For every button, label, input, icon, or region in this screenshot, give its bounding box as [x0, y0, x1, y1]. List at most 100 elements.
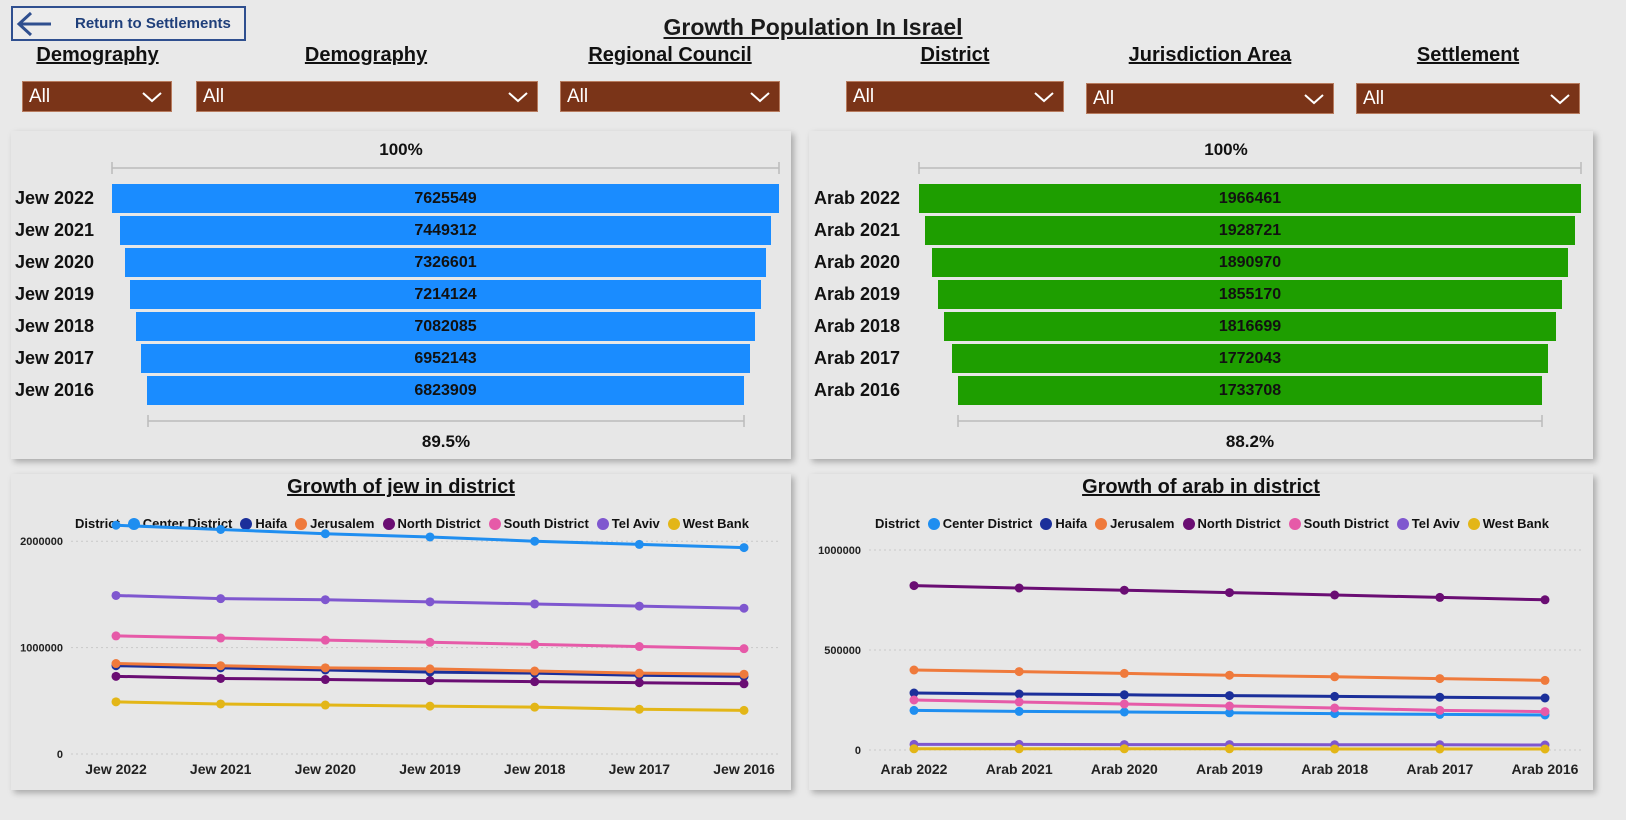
funnel-bar-value: 1966461: [1218, 189, 1282, 207]
data-point: [216, 661, 226, 671]
data-point: [1014, 689, 1024, 699]
legend-item[interactable]: North District: [1179, 516, 1281, 531]
data-point: [320, 675, 330, 685]
data-point: [739, 679, 749, 689]
data-point: [1435, 744, 1445, 754]
jurisdiction-area-dropdown[interactable]: All: [1086, 83, 1334, 114]
legend-item[interactable]: South District: [1285, 516, 1389, 531]
x-tick-label: Jew 2022: [85, 761, 147, 777]
data-point: [1330, 703, 1340, 713]
arrow-left-icon: [16, 11, 51, 36]
legend-item[interactable]: South District: [485, 516, 589, 531]
funnel-bar[interactable]: 7449312: [119, 216, 772, 245]
legend-label: North District: [1197, 516, 1281, 531]
funnel-row-label: Jew 2016: [15, 380, 95, 400]
data-point: [1119, 699, 1129, 709]
legend-item[interactable]: Haifa: [236, 516, 287, 531]
return-to-settlements-button[interactable]: Return to Settlements: [11, 6, 246, 41]
funnel-row-label: Arab 2020: [814, 252, 901, 272]
chart-title: Growth of jew in district: [287, 476, 515, 498]
district-dropdown[interactable]: All: [846, 81, 1064, 112]
funnel-bottom-percent: 89.5%: [421, 432, 471, 451]
funnel-row-label: Arab 2018: [814, 316, 901, 336]
legend-label: Jerusalem: [1110, 516, 1175, 531]
data-point: [1330, 691, 1340, 701]
x-tick-label: Arab 2016: [1512, 761, 1579, 777]
legend-label: North District: [397, 516, 481, 531]
funnel-bar[interactable]: 1816699: [944, 312, 1556, 341]
funnel-panel-jew: 100% 89.5% Jew 2022 7625549 Jew 2021 744931…: [11, 131, 791, 459]
data-point: [111, 671, 121, 681]
legend-dot-icon: [1288, 517, 1301, 530]
data-point: [634, 668, 644, 678]
funnel-bar[interactable]: 1890970: [931, 248, 1569, 277]
legend-item[interactable]: Center District: [924, 516, 1033, 531]
data-point: [425, 532, 435, 542]
legend-dot-icon: [488, 517, 501, 530]
legend-item[interactable]: West Bank: [1464, 516, 1549, 531]
funnel-bar[interactable]: 1855170: [937, 280, 1563, 309]
legend-item[interactable]: Jerusalem: [291, 516, 375, 531]
settlement-dropdown[interactable]: All: [1356, 83, 1580, 114]
data-point: [320, 595, 330, 605]
data-point: [1330, 590, 1340, 600]
data-point: [530, 536, 540, 546]
funnel-bar-value: 6823909: [414, 381, 477, 399]
legend-label: Jerusalem: [310, 516, 375, 531]
funnel-row-label: Arab 2016: [814, 380, 901, 400]
data-point: [739, 705, 749, 715]
data-point: [216, 699, 226, 709]
funnel-bar[interactable]: 7326601: [125, 248, 766, 277]
funnel-bar[interactable]: 1928721: [925, 216, 1575, 245]
legend-item[interactable]: Tel Aviv: [593, 516, 660, 531]
legend-label: Center District: [942, 516, 1033, 531]
dropdown-value: All: [853, 85, 875, 107]
funnel-bar[interactable]: 1966461: [919, 184, 1581, 213]
legend-dot-icon: [240, 517, 253, 530]
funnel-bar-value: 1890970: [1218, 253, 1282, 271]
page-title: Growth Population In Israel: [663, 14, 963, 40]
legend-item[interactable]: Jerusalem: [1091, 516, 1175, 531]
funnel-row-label: Arab 2019: [814, 284, 901, 304]
funnel-bar[interactable]: 7214124: [129, 280, 761, 309]
funnel-bar[interactable]: 1772043: [951, 344, 1549, 373]
funnel-top-percent: 100%: [379, 140, 423, 159]
demography-dropdown-1[interactable]: All: [22, 81, 172, 112]
legend-item[interactable]: Haifa: [1036, 516, 1087, 531]
dropdown-value: All: [1363, 87, 1385, 109]
legend-dot-icon: [596, 517, 609, 530]
data-point: [111, 697, 121, 707]
data-point: [739, 644, 749, 654]
funnel-bar-value: 7214124: [414, 285, 477, 303]
funnel-bar-value: 1772043: [1218, 349, 1282, 367]
dropdown-value: All: [29, 85, 51, 107]
legend-item[interactable]: Tel Aviv: [1393, 516, 1460, 531]
dropdown-value: All: [1093, 87, 1115, 109]
data-point: [1540, 675, 1550, 685]
funnel-bar[interactable]: 7082085: [135, 312, 756, 341]
data-point: [634, 678, 644, 688]
x-tick-label: Jew 2017: [609, 761, 671, 777]
data-point: [909, 695, 919, 705]
funnel-row-label: Jew 2021: [15, 220, 95, 240]
data-point: [1540, 693, 1550, 703]
legend-item[interactable]: West Bank: [664, 516, 749, 531]
funnel-bar[interactable]: 6952143: [141, 344, 750, 373]
demography-dropdown-2[interactable]: All: [196, 81, 538, 112]
funnel-bar[interactable]: 1733708: [958, 376, 1542, 405]
legend-title: District: [75, 516, 120, 531]
funnel-bar-value: 7326601: [414, 253, 477, 271]
funnel-bar[interactable]: 6823909: [147, 376, 744, 405]
y-tick-label: 0: [855, 745, 861, 757]
x-tick-label: Arab 2020: [1091, 761, 1158, 777]
x-tick-label: Arab 2017: [1406, 761, 1473, 777]
legend-item[interactable]: North District: [379, 516, 481, 531]
data-point: [1014, 697, 1024, 707]
funnel-bar-value: 1816699: [1218, 317, 1282, 335]
legend-label: West Bank: [1482, 516, 1549, 531]
regional-council-dropdown[interactable]: All: [560, 81, 780, 112]
funnel-bar[interactable]: 7625549: [112, 184, 779, 213]
data-point: [739, 669, 749, 679]
legend-label: West Bank: [682, 516, 749, 531]
x-tick-label: Jew 2018: [504, 761, 566, 777]
